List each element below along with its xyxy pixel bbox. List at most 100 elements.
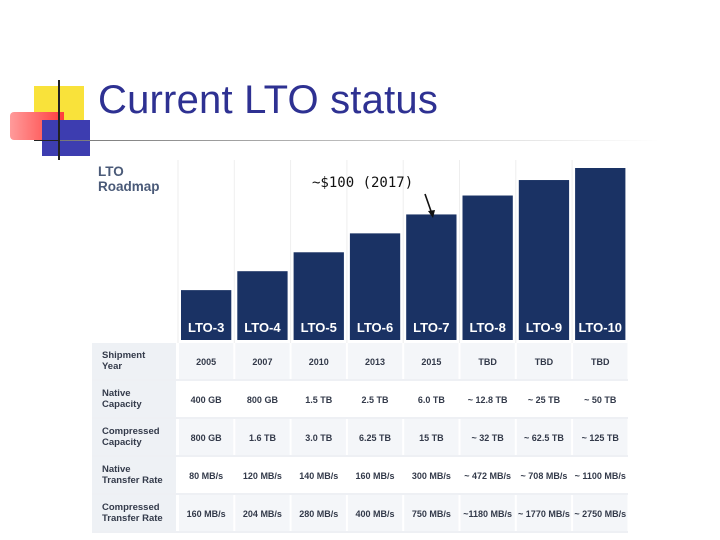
table-cell [235, 381, 290, 417]
row-header: Capacity [102, 437, 142, 448]
table-value: TBD [591, 357, 610, 367]
table-cell [235, 343, 290, 379]
table-value: ~ 1100 MB/s [575, 471, 626, 481]
table-cell [347, 495, 403, 531]
table-value: 2010 [309, 357, 329, 367]
table-cell [573, 381, 628, 417]
table-cell [291, 419, 346, 455]
table-value: 160 MB/s [187, 509, 226, 519]
table-value: 3.0 TB [305, 433, 333, 443]
table-cell [404, 457, 459, 493]
bar-label: LTO-7 [413, 320, 449, 335]
table-value: 6.0 TB [418, 395, 446, 405]
table-cell [460, 457, 515, 493]
table-value: 160 MB/s [356, 471, 395, 481]
table-value: 6.25 TB [359, 433, 392, 443]
title-underline [60, 140, 660, 141]
table-value: 1.5 TB [305, 395, 333, 405]
table-cell [573, 343, 628, 379]
bar-lto-10 [575, 168, 626, 340]
row-header: Capacity [102, 399, 142, 410]
table-value: ~ 472 MB/s [464, 471, 511, 481]
table-cell [404, 419, 459, 455]
row-header: Compressed [102, 502, 160, 513]
table-value: ~ 2750 MB/s [574, 509, 626, 519]
table-value: 280 MB/s [299, 509, 338, 519]
table-cell [460, 495, 515, 531]
table-value: ~ 25 TB [528, 395, 561, 405]
table-value: ~ 12.8 TB [468, 395, 508, 405]
table-value: 2015 [421, 357, 441, 367]
table-cell [347, 381, 403, 417]
row-header-cell [92, 343, 176, 379]
table-value: ~ 50 TB [584, 395, 617, 405]
bar-label: LTO-10 [578, 320, 622, 335]
table-value: 1.6 TB [249, 433, 277, 443]
table-value: ~ 62.5 TB [524, 433, 564, 443]
table-cell [179, 495, 234, 531]
row-header-cell [92, 495, 176, 531]
table-value: 204 MB/s [243, 509, 282, 519]
slide-title: Current LTO status [98, 78, 439, 122]
table-cell [291, 381, 346, 417]
row-header: Shipment [102, 350, 146, 361]
table-cell [235, 495, 290, 531]
table-cell [179, 381, 234, 417]
table-cell [573, 495, 628, 531]
table-value: 400 GB [191, 395, 223, 405]
table-cell [404, 381, 459, 417]
lto-roadmap-infographic: LTO-3 LTO-4 LTO-5 LTO-6 LTO-7 LTO-8 LTO-9 LTO-1… [92, 158, 628, 536]
bar-label: LTO-8 [469, 320, 505, 335]
table-cell [347, 343, 403, 379]
corner-ornament-line [58, 80, 60, 160]
row-header: Transfer Rate [102, 513, 163, 524]
row-header: Native [102, 464, 131, 475]
table-cell [179, 343, 234, 379]
table-value: 2013 [365, 357, 385, 367]
chart-title-line: Roadmap [98, 179, 160, 194]
table-cell [573, 419, 628, 455]
table-cell [347, 419, 403, 455]
bar-label: LTO-9 [526, 320, 562, 335]
table-cell [516, 419, 572, 455]
table-cell [460, 343, 515, 379]
bar-lto-4 [237, 271, 288, 340]
chart-title-line: LTO [98, 164, 124, 179]
table-value: 140 MB/s [299, 471, 338, 481]
table-value: ~1180 MB/s [463, 509, 512, 519]
table-cell [404, 343, 459, 379]
row-header: Year [102, 361, 122, 372]
row-header-cell [92, 381, 176, 417]
table-value: 120 MB/s [243, 471, 282, 481]
table-cell [404, 495, 459, 531]
table-value: 2.5 TB [362, 395, 390, 405]
table-value: TBD [535, 357, 554, 367]
table-cell [235, 457, 290, 493]
table-value: 800 GB [191, 433, 223, 443]
table-cell [179, 457, 234, 493]
bar-lto-7 [406, 214, 457, 340]
bar-label: LTO-4 [244, 320, 281, 335]
table-value: ~ 32 TB [472, 433, 505, 443]
table-value: ~ 1770 MB/s [518, 509, 570, 519]
table-cell [516, 343, 572, 379]
bar-lto-3 [181, 290, 232, 340]
table-value: 15 TB [419, 433, 444, 443]
table-cell [516, 457, 572, 493]
row-header: Native [102, 388, 131, 399]
row-header: Transfer Rate [102, 475, 163, 486]
bar-lto-5 [293, 252, 344, 340]
chart-title: LTO Roadmap [98, 164, 160, 194]
bar-label: LTO-5 [301, 320, 337, 335]
bar-lto-8 [462, 195, 513, 340]
roadmap-chart: LTO-3 LTO-4 LTO-5 LTO-6 LTO-7 LTO-8 LTO-9 LTO-1… [92, 160, 628, 533]
table-value: 300 MB/s [412, 471, 451, 481]
table-cell [516, 495, 572, 531]
bar-label: LTO-6 [357, 320, 393, 335]
table-cell [235, 419, 290, 455]
table-value: TBD [478, 357, 497, 367]
table-value: ~ 708 MB/s [521, 471, 568, 481]
table-value: ~ 125 TB [582, 433, 620, 443]
table-cell [291, 495, 346, 531]
price-annotation: ~$100 (2017) [312, 175, 414, 191]
